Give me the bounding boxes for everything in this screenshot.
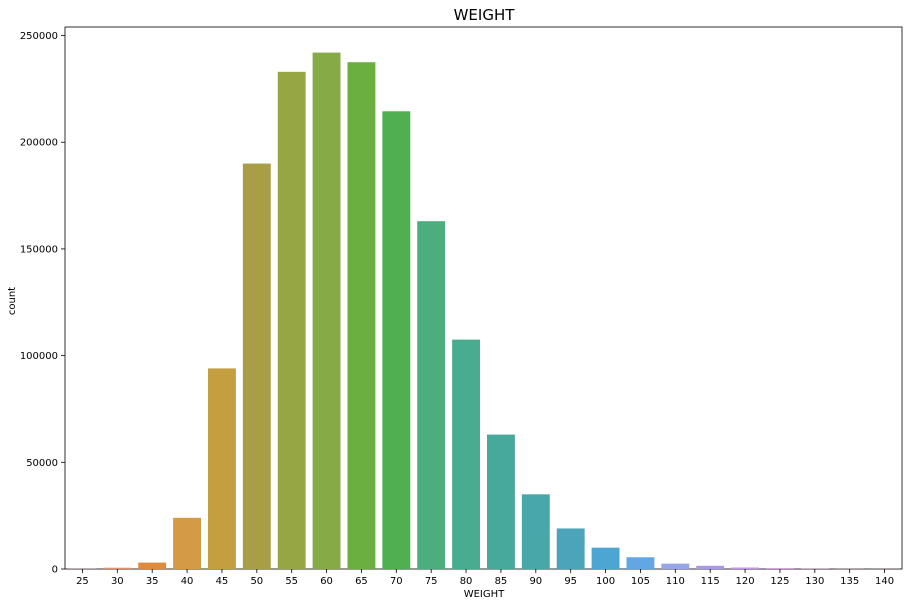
x-tick-label: 25: [76, 576, 89, 587]
x-tick-label: 35: [146, 576, 159, 587]
x-tick-label: 130: [805, 576, 824, 587]
x-tick-label: 80: [460, 576, 473, 587]
x-tick-label: 75: [425, 576, 438, 587]
bar-75: [417, 221, 446, 570]
bar-80: [452, 339, 481, 569]
bars-group: [68, 52, 899, 570]
bar-55: [277, 71, 306, 569]
plot-area: [64, 26, 903, 570]
bar-60: [312, 52, 341, 569]
x-tick-label: 60: [320, 576, 333, 587]
x-tick-label: 95: [564, 576, 577, 587]
plot-frame: [64, 26, 903, 570]
bar-50: [242, 163, 271, 569]
x-tick-label: 125: [770, 576, 789, 587]
x-tick-label: 100: [596, 576, 615, 587]
x-tick-label: 110: [666, 576, 685, 587]
x-tick-label: 140: [875, 576, 894, 587]
bar-105: [626, 557, 655, 569]
y-axis-label: count: [7, 287, 18, 315]
y-tick-label: 100000: [20, 351, 58, 362]
x-tick-label: 65: [355, 576, 368, 587]
bar-40: [173, 517, 202, 569]
bar-115: [696, 565, 725, 569]
bar-125: [765, 568, 794, 569]
bar-95: [556, 528, 585, 569]
x-tick-label: 115: [701, 576, 720, 587]
x-axis-ticks: 25 30 35 40 45 50 55 60 65 70 75 80 85 90 95 100 105 110 1…: [76, 569, 894, 587]
y-tick-label: 200000: [20, 138, 58, 149]
bar-100: [591, 547, 620, 569]
x-tick-label: 85: [495, 576, 508, 587]
y-tick-label: 250000: [20, 31, 58, 42]
x-tick-label: 135: [840, 576, 859, 587]
x-tick-label: 70: [390, 576, 403, 587]
y-tick-label: 0: [52, 565, 58, 576]
x-axis-label: WEIGHT: [464, 589, 505, 600]
x-tick-label: 45: [216, 576, 229, 587]
y-axis-ticks: 0 50000 100000 150000 200000 250000: [20, 31, 65, 576]
bar-120: [731, 567, 760, 569]
bar-85: [486, 434, 515, 569]
bar-110: [661, 563, 690, 569]
y-tick-label: 150000: [20, 244, 58, 255]
x-tick-label: 90: [529, 576, 542, 587]
bar-65: [347, 62, 376, 570]
bar-90: [521, 494, 550, 569]
bar-35: [138, 562, 167, 569]
x-tick-label: 30: [111, 576, 124, 587]
bar-45: [207, 368, 236, 569]
y-tick-label: 50000: [26, 458, 58, 469]
x-tick-label: 55: [285, 576, 298, 587]
bar-30: [103, 567, 132, 569]
x-tick-label: 105: [631, 576, 650, 587]
x-tick-label: 50: [250, 576, 263, 587]
chart-title: WEIGHT: [454, 6, 516, 24]
x-tick-label: 120: [736, 576, 755, 587]
x-tick-label: 40: [181, 576, 194, 587]
bar-70: [382, 111, 411, 569]
